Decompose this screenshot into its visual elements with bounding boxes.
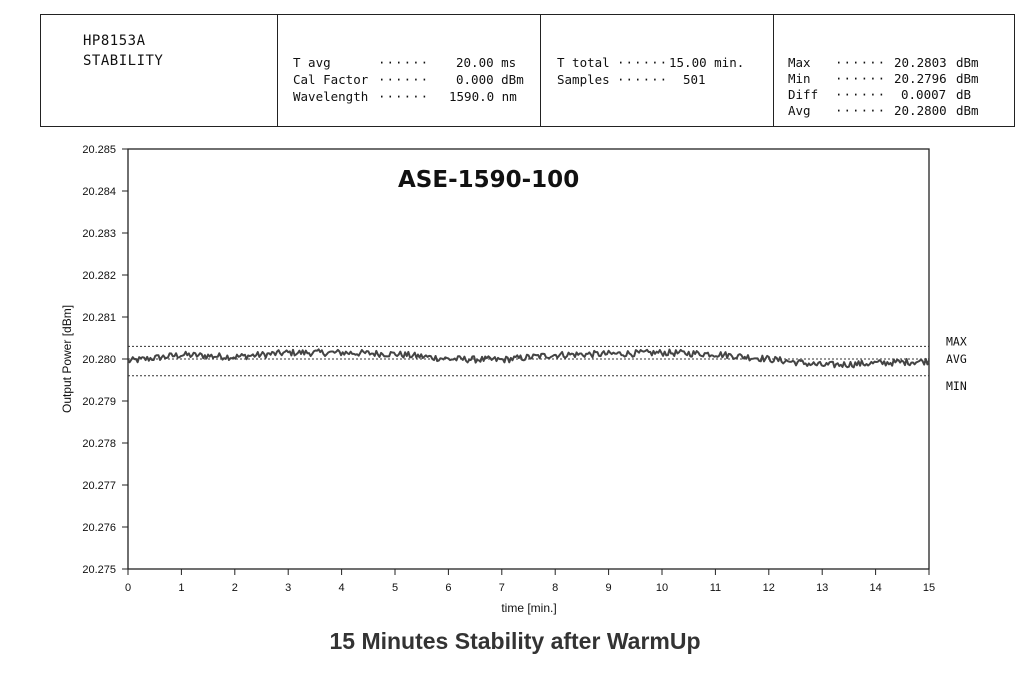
x-tick-label: 10 xyxy=(656,582,668,594)
timing-label: Samples xyxy=(557,72,610,87)
x-tick-label: 5 xyxy=(392,582,398,594)
leader-dots: ······ xyxy=(835,103,887,118)
x-tick-label: 6 xyxy=(445,582,451,594)
x-axis-title: time [min.] xyxy=(501,601,556,615)
stat-unit: dBm xyxy=(956,103,979,118)
instrument-name: HP8153A xyxy=(83,33,146,49)
stat-unit: dBm xyxy=(956,71,979,86)
setting-value: 1590.0 nm xyxy=(449,89,517,104)
reference-label-max: MAX xyxy=(946,334,967,348)
y-tick-label: 20.278 xyxy=(82,438,116,450)
stat-label: Avg xyxy=(788,103,811,118)
timing-value: 15.00 min. xyxy=(669,55,745,70)
y-tick-label: 20.276 xyxy=(82,522,116,534)
reference-lines: MAX AVG MIN xyxy=(128,334,967,393)
stat-value: 20.2796 xyxy=(894,71,947,86)
stat-value: 20.2800 xyxy=(894,103,947,118)
reference-label-min: MIN xyxy=(946,379,967,393)
y-tick-label: 20.285 xyxy=(82,144,116,156)
x-tick-label: 12 xyxy=(763,582,775,594)
x-tick-label: 14 xyxy=(869,582,881,594)
stat-unit: dBm xyxy=(956,55,979,70)
setting-label: T avg xyxy=(293,55,331,70)
y-tick-label: 20.281 xyxy=(82,312,116,324)
x-tick-label: 0 xyxy=(125,582,131,594)
y-tick-label: 20.279 xyxy=(82,396,116,408)
x-tick-label: 8 xyxy=(552,582,558,594)
y-tick-label: 20.275 xyxy=(82,564,116,576)
leader-dots: ······ xyxy=(617,72,669,87)
leader-dots: ······ xyxy=(835,71,887,86)
reference-label-avg: AVG xyxy=(946,352,967,366)
setting-label: Wavelength xyxy=(293,89,369,104)
y-tick-label: 20.277 xyxy=(82,480,116,492)
setting-value: 20.00 ms xyxy=(456,55,517,70)
statistics-cell: Max ······ 20.2803 dBm Min ······ 20.279… xyxy=(774,15,1014,126)
x-tick-label: 13 xyxy=(816,582,828,594)
stat-unit: dB xyxy=(956,87,972,102)
settings-cell: T avg ······ 20.00 ms Cal Factor ······ … xyxy=(278,15,541,126)
timing-cell: T total ······ 15.00 min. Samples ······… xyxy=(541,15,774,126)
y-axis: 20.275 20.276 20.277 20.278 20.279 20.280 20.2… xyxy=(82,144,128,576)
stat-label: Max xyxy=(788,55,811,70)
x-tick-label: 11 xyxy=(710,582,721,594)
x-tick-label: 2 xyxy=(232,582,238,594)
x-tick-label: 1 xyxy=(178,582,184,594)
x-tick-label: 9 xyxy=(606,582,612,594)
y-tick-label: 20.282 xyxy=(82,270,116,282)
leader-dots: ······ xyxy=(835,55,887,70)
y-tick-label: 20.284 xyxy=(82,186,116,198)
chart-title: ASE-1590-100 xyxy=(398,167,579,193)
stat-label: Diff xyxy=(788,87,819,102)
x-tick-label: 4 xyxy=(339,582,345,594)
leader-dots: ······ xyxy=(378,72,430,87)
leader-dots: ······ xyxy=(617,55,669,70)
y-axis-title: Output Power [dBm] xyxy=(60,305,74,413)
timing-value: 501 xyxy=(683,72,706,87)
leader-dots: ······ xyxy=(835,87,887,102)
x-axis: 0 1 2 3 4 5 6 7 8 9 10 11 12 13 14 15 xyxy=(125,569,935,594)
x-tick-label: 15 xyxy=(923,582,935,594)
timing-label: T total xyxy=(557,55,610,70)
series-line xyxy=(127,348,930,369)
setting-label: Cal Factor xyxy=(293,72,369,87)
y-tick-label: 20.283 xyxy=(82,228,116,240)
leader-dots: ······ xyxy=(378,55,430,70)
measurement-mode: STABILITY xyxy=(83,53,164,69)
stat-label: Min xyxy=(788,71,811,86)
setting-value: 0.000 dBm xyxy=(456,72,524,87)
instrument-cell: HP8153A STABILITY xyxy=(41,15,278,126)
x-tick-label: 7 xyxy=(499,582,505,594)
figure-caption: 15 Minutes Stability after WarmUp xyxy=(329,628,701,654)
stat-value: 20.2803 xyxy=(894,55,947,70)
leader-dots: ······ xyxy=(378,89,430,104)
measurement-info-header: HP8153A STABILITY T avg ······ 20.00 ms … xyxy=(40,14,1015,127)
y-tick-label: 20.280 xyxy=(82,354,116,366)
stat-value: 0.0007 xyxy=(901,87,947,102)
x-tick-label: 3 xyxy=(285,582,291,594)
